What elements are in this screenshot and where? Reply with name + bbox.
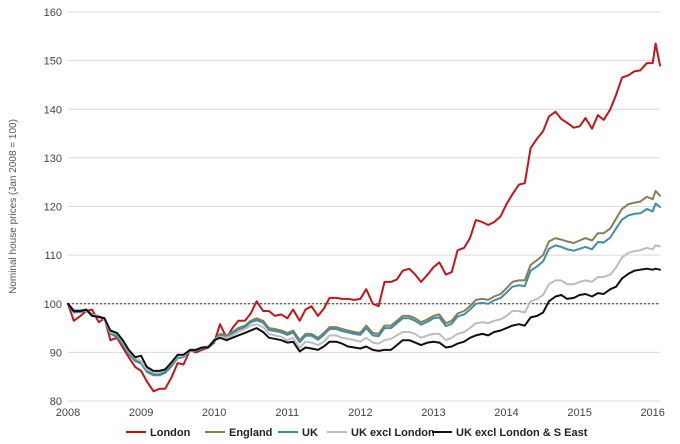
x-tick-label: 2013 bbox=[421, 407, 445, 419]
x-axis-tick-labels: 2008 2009 2010 2011 2012 2013 2014 2015 2016 bbox=[56, 407, 665, 419]
x-tick-label: 2010 bbox=[202, 407, 226, 419]
x-tick-label: 2012 bbox=[348, 407, 372, 419]
x-tick-label: 2011 bbox=[275, 407, 299, 419]
y-axis-tick-labels: 80 90 100 110 120 130 140 150 160 bbox=[44, 7, 62, 408]
x-tick-label: 2015 bbox=[567, 407, 591, 419]
gridlines bbox=[68, 11, 660, 402]
legend-label: UK excl London bbox=[351, 427, 435, 439]
y-tick-label: 90 bbox=[50, 347, 62, 359]
y-tick-label: 110 bbox=[44, 250, 62, 262]
y-tick-label: 100 bbox=[44, 299, 62, 311]
legend-label: UK bbox=[302, 427, 318, 439]
series-line-0 bbox=[67, 42, 661, 393]
legend-label: London bbox=[150, 427, 191, 439]
legend-label: England bbox=[229, 427, 272, 439]
y-axis-title: Nominal house prices (Jan 2008 = 100) bbox=[8, 119, 19, 294]
x-tick-label: 2009 bbox=[129, 407, 153, 419]
y-tick-label: 130 bbox=[44, 153, 62, 165]
series-lines bbox=[67, 42, 661, 393]
x-tick-label: 2008 bbox=[56, 407, 80, 419]
y-tick-label: 140 bbox=[44, 104, 62, 116]
x-tick-label: 2016 bbox=[640, 407, 664, 419]
y-tick-label: 120 bbox=[44, 202, 62, 214]
y-tick-label: 150 bbox=[44, 56, 62, 68]
x-tick-label: 2014 bbox=[494, 407, 518, 419]
y-tick-label: 160 bbox=[44, 7, 62, 19]
series-line-4 bbox=[67, 267, 661, 372]
legend: London England UK UK excl London UK excl Lon… bbox=[126, 427, 588, 439]
series-line-2 bbox=[67, 202, 661, 377]
legend-label: UK excl London & S East bbox=[456, 427, 588, 439]
y-tick-label: 80 bbox=[50, 396, 62, 408]
